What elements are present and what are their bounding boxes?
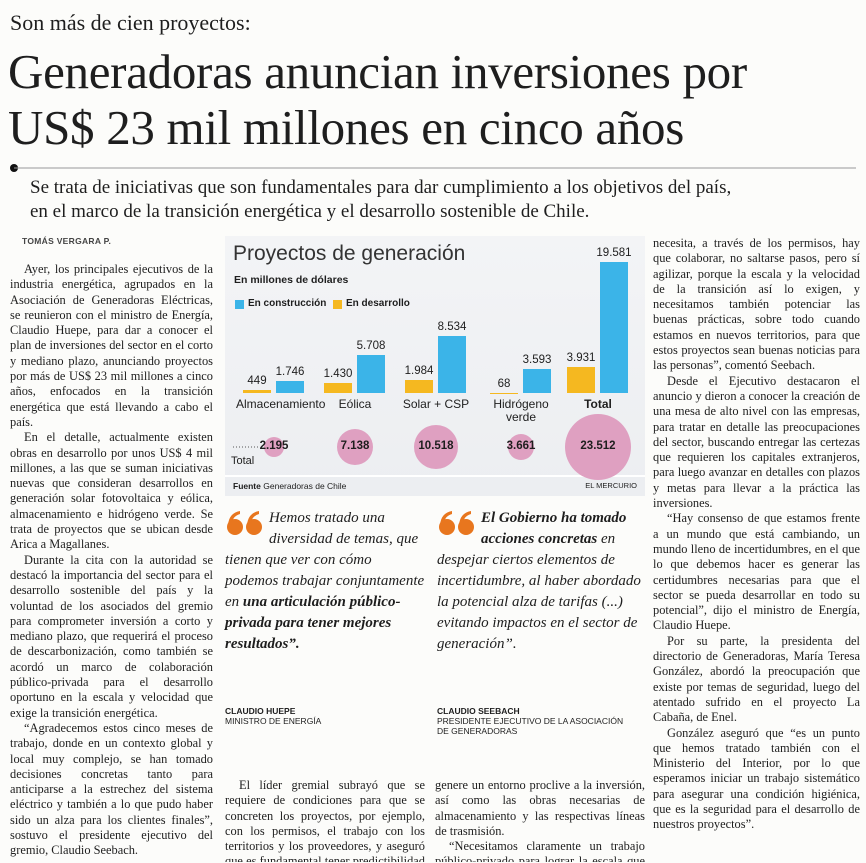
paragraph: genere un entorno proclive a la inversió… — [435, 778, 645, 838]
bar — [405, 379, 433, 393]
value-label: 1.430 — [323, 368, 353, 381]
deck: Se trata de iniciativas que son fundamen… — [30, 176, 731, 224]
chart-lines — [225, 446, 645, 477]
headline: Generadoras anuncian inversiones por US$… — [8, 44, 747, 156]
quote-text: Hemos tratado una diversidad de temas, q… — [225, 510, 425, 610]
total-label: 23.512 — [580, 440, 616, 452]
value-label: 1.746 — [275, 366, 305, 379]
category-label: Eólica — [338, 397, 372, 411]
quote-role: PRESIDENTE EJECUTIVO DE LA ASOCIACIÓN DE… — [437, 716, 624, 736]
paragraph: necesita, a través de los permisos, hay … — [653, 236, 860, 373]
quote-icon — [439, 511, 474, 535]
headline-line: US$ 23 mil millones en cinco años — [8, 100, 685, 155]
chart-title: Proyectos de generación — [233, 242, 466, 265]
quote-name: CLAUDIO SEEBACH — [437, 706, 520, 716]
total-circle — [336, 428, 374, 466]
category-label: Total — [584, 397, 612, 411]
total-circle — [565, 414, 631, 480]
paragraph: Desde el Ejecutivo destacaron el anuncio… — [653, 373, 860, 511]
pull-quote: Hemos tratado una diversidad de temas, q… — [225, 508, 425, 655]
quote-text: El Gobierno ha tomado acciones concretas — [481, 510, 627, 547]
paragraph: “Necesitamos claramente un trabajo públi… — [435, 839, 645, 862]
total-circle — [263, 436, 285, 458]
column: necesita, a través de los permisos, hay … — [653, 236, 860, 862]
legend-label: En construcción — [248, 298, 327, 309]
value-label: 8.534 — [437, 320, 467, 333]
total-label: 7.138 — [340, 440, 370, 452]
category-label: Hidrógeno verde — [493, 397, 549, 424]
attribution: CLAUDIO HUEPE MINISTRO DE ENERGÍA — [225, 706, 425, 726]
column: Ayer, los principales ejecutivos de la i… — [10, 262, 213, 862]
paragraph: “Agradecemos estos cinco meses de trabaj… — [10, 720, 213, 858]
column: genere un entorno proclive a la inversió… — [435, 778, 645, 862]
bar — [324, 383, 352, 393]
rule — [10, 164, 856, 172]
pull-quote: El Gobierno ha tomado acciones concretas… — [437, 508, 645, 655]
total-label: 10.518 — [418, 440, 454, 452]
total-circle — [507, 433, 534, 460]
quote-text: una articulación público-privada para te… — [225, 594, 401, 652]
attribution: CLAUDIO SEEBACH PRESIDENTE EJECUTIVO DE … — [437, 706, 637, 736]
quote-text: en despejar ciertos elementos de incerti… — [437, 531, 641, 652]
paragraph: En el detalle, actualmente existen obras… — [10, 430, 213, 552]
source: Fuente Generadoras de Chile — [233, 481, 346, 491]
value-label: 1.984 — [404, 364, 434, 377]
bar — [523, 368, 551, 393]
source-text: Generadoras de Chile — [263, 481, 347, 491]
quote-icon — [227, 511, 262, 535]
bar — [567, 366, 595, 393]
paragraph: Por su parte, la presidenta del director… — [653, 633, 860, 725]
quote-name: CLAUDIO HUEPE — [225, 706, 296, 716]
column: El líder gremial subrayó que se requiere… — [225, 778, 425, 862]
category-label: Almacenamiento — [236, 397, 326, 411]
bar — [243, 389, 271, 393]
kicker: Son más de cien proyectos: — [10, 10, 251, 35]
paragraph: Ayer, los principales ejecutivos de la i… — [10, 262, 213, 429]
legend-swatch — [235, 300, 244, 309]
total-label: Total — [231, 455, 255, 467]
headline-line: Generadoras anuncian inversiones por — [8, 44, 747, 99]
total-circle — [413, 424, 459, 470]
paragraph: El líder gremial subrayó que se requiere… — [225, 778, 425, 862]
paragraph: “Hay consenso de que estamos frente a un… — [653, 511, 860, 633]
legend-swatch — [333, 300, 342, 309]
credit: EL MERCURIO — [585, 481, 637, 490]
deck-line: en el marco de la transición energética … — [30, 201, 590, 222]
quote-role: MINISTRO DE ENERGÍA — [225, 716, 322, 726]
chart: Proyectos de generación En millones de d… — [225, 236, 645, 496]
bar — [438, 335, 466, 393]
paragraph: Durante la cita con la autoridad se dest… — [10, 552, 213, 720]
value-label: 19.581 — [596, 247, 632, 259]
value-label: 3.931 — [566, 351, 596, 364]
bar — [357, 354, 385, 393]
deck-line: Se trata de iniciativas que son fundamen… — [30, 177, 732, 198]
bar — [600, 262, 628, 393]
source-label: Fuente — [233, 481, 261, 491]
chart-subtitle: En millones de dólares — [234, 274, 349, 286]
total-label: 2.195 — [259, 440, 289, 452]
value-label: 3.593 — [522, 353, 552, 366]
bar — [276, 381, 304, 393]
total-label: 3.661 — [506, 440, 536, 452]
value-label: 5.708 — [356, 339, 386, 352]
paragraph: González aseguró que “es un punto que he… — [653, 725, 860, 832]
value-label: 449 — [247, 374, 267, 387]
legend-label: En desarrollo — [346, 298, 410, 309]
byline: TOMÁS VERGARA P. — [22, 236, 112, 246]
value-label: 68 — [497, 377, 511, 390]
category-label: Solar + CSP — [402, 397, 470, 411]
